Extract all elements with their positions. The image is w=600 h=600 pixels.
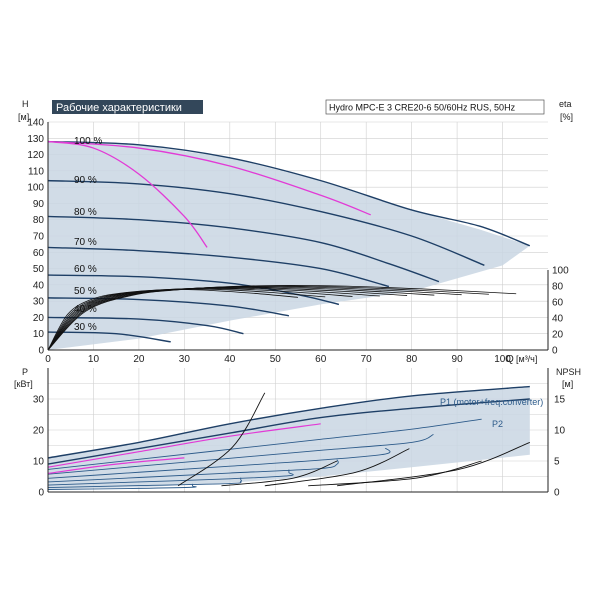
speed-label: 60 % — [74, 264, 97, 275]
upper-y-tick-label: 20 — [33, 313, 45, 324]
annotation-p1: P1 (motor+freq.converter) — [440, 397, 543, 407]
qh-curve-3p-70 — [47, 246, 390, 288]
upper-y2-tick-label: 40 — [552, 314, 564, 325]
upper-ylabel: H — [22, 99, 29, 109]
upper-y2-tick-label: 0 — [552, 346, 558, 357]
speed-label: 100 % — [74, 136, 102, 147]
power-curve-speed — [47, 434, 434, 475]
upper-y-tick-label: 60 — [33, 248, 45, 259]
upper-y-tick-label: 130 — [27, 134, 44, 145]
upper-x-tick-label: 50 — [270, 354, 282, 365]
lower-y2label: NPSH — [556, 367, 581, 377]
upper-y2unit: [%] — [560, 112, 573, 122]
upper-curves — [47, 140, 531, 351]
upper-x-tick-label: 20 — [133, 354, 145, 365]
lower-curves — [47, 385, 530, 490]
upper-x-tick-label: 100 — [494, 354, 511, 365]
npsh-curve — [308, 460, 482, 487]
operating-envelope — [48, 141, 530, 350]
speed-label: 50 % — [74, 286, 97, 297]
upper-y-tick-label: 10 — [33, 329, 45, 340]
lower-y2unit: [м] — [562, 379, 573, 389]
upper-x-tick-label: 60 — [315, 354, 327, 365]
npsh-curve — [264, 448, 410, 487]
power-curve-P2 — [47, 398, 530, 465]
qh-curve-3p-60 — [47, 274, 340, 306]
upper-y2-tick-label: 100 — [552, 266, 569, 277]
npsh-curve — [177, 392, 266, 487]
upper-x-tick-label: 90 — [452, 354, 464, 365]
upper-y-tick-label: 140 — [27, 118, 44, 129]
title-box — [52, 100, 203, 114]
npsh-curve — [337, 441, 530, 487]
lower-y-tick-label: 30 — [33, 395, 45, 406]
upper-xunit: [м³/ч] — [516, 354, 537, 364]
lower-axes: 0 10 20 30 0 5 10 15 — [33, 368, 566, 499]
power-curve-speed — [47, 483, 197, 490]
lower-y-tick-label: 20 — [33, 426, 45, 437]
lower-y-tick-label: 0 — [38, 488, 44, 499]
upper-x-tick-label: 10 — [88, 354, 100, 365]
lower-yunit: [кВт] — [14, 379, 33, 389]
lower-y2-tick-label: 0 — [554, 488, 560, 499]
upper-y-tick-label: 30 — [33, 297, 45, 308]
annotation-p2: P2 — [492, 419, 503, 429]
qh-curve-2p-100 — [47, 140, 371, 216]
upper-y-tick-label: 110 — [28, 166, 44, 177]
upper-y-tick-label: 120 — [27, 150, 44, 161]
speed-label: 80 % — [74, 207, 97, 218]
chart-title: Рабочие характеристики — [56, 102, 182, 114]
power-curve-P1 — [47, 385, 530, 459]
power-curve-1p — [47, 457, 185, 474]
power-curve-speed — [47, 418, 482, 470]
power-curve-speed — [47, 469, 294, 486]
upper-y2-tick-label: 80 — [552, 282, 564, 293]
speed-label: 40 % — [74, 304, 97, 315]
qh-curve-3p-80 — [47, 215, 440, 283]
qh-curve-3p-40 — [47, 316, 244, 335]
subtitle-box — [325, 99, 545, 115]
upper-x-tick-label: 0 — [45, 354, 51, 365]
upper-y-tick-label: 70 — [33, 232, 45, 243]
speed-label: 30 % — [74, 322, 97, 333]
qh-curve-3p-100 — [47, 140, 531, 247]
lower-ylabel: P — [22, 367, 28, 377]
upper-x-tick-label: 30 — [179, 354, 191, 365]
upper-envelope — [48, 141, 530, 350]
power-curve-speed — [47, 459, 339, 483]
upper-axes: 0 10 20 30 40 50 60 70 80 90 100 110 120 130 140 0 10 20 3… — [27, 118, 569, 366]
upper-x-tick-label: 70 — [361, 354, 373, 365]
qh-curve-3p-90 — [47, 179, 485, 266]
npsh-curve — [221, 460, 338, 487]
power-curve-speed — [47, 477, 242, 488]
upper-xlabel: Q — [506, 354, 514, 365]
upper-y-tick-label: 50 — [33, 264, 45, 275]
upper-x-tick-label: 40 — [224, 354, 236, 365]
lower-y2-tick-label: 15 — [554, 395, 566, 406]
power-curve-2p — [47, 423, 321, 468]
lower-y2-tick-label: 10 — [554, 426, 566, 437]
qh-curve-3p-50 — [47, 297, 290, 317]
upper-y-tick-label: 100 — [27, 183, 44, 194]
upper-y-tick-label: 80 — [33, 215, 45, 226]
upper-y-tick-label: 90 — [33, 199, 45, 210]
upper-y2-tick-label: 20 — [552, 330, 564, 341]
qh-curve-1p-100 — [47, 140, 208, 248]
upper-yunit: [м] — [18, 112, 29, 122]
efficiency-curve — [47, 284, 517, 351]
speed-labels: 100 % 90 % 80 % 70 % 60 % 50 % 40 % 30 % — [74, 136, 102, 333]
upper-y2label: eta — [559, 99, 572, 109]
upper-y-tick-label: 0 — [38, 346, 44, 357]
chart-subtitle: Hydro MPC-E 3 CRE20-6 50/60Hz RUS, 50Hz — [329, 103, 516, 113]
lower-y2-tick-label: 5 — [554, 457, 560, 468]
lower-y-tick-label: 10 — [33, 457, 45, 468]
speed-label: 90 % — [74, 175, 97, 186]
upper-y-tick-label: 40 — [33, 280, 45, 291]
upper-y2-tick-label: 60 — [552, 298, 564, 309]
power-curve-speed — [47, 447, 391, 479]
speed-label: 70 % — [74, 237, 97, 248]
upper-x-tick-label: 80 — [406, 354, 418, 365]
